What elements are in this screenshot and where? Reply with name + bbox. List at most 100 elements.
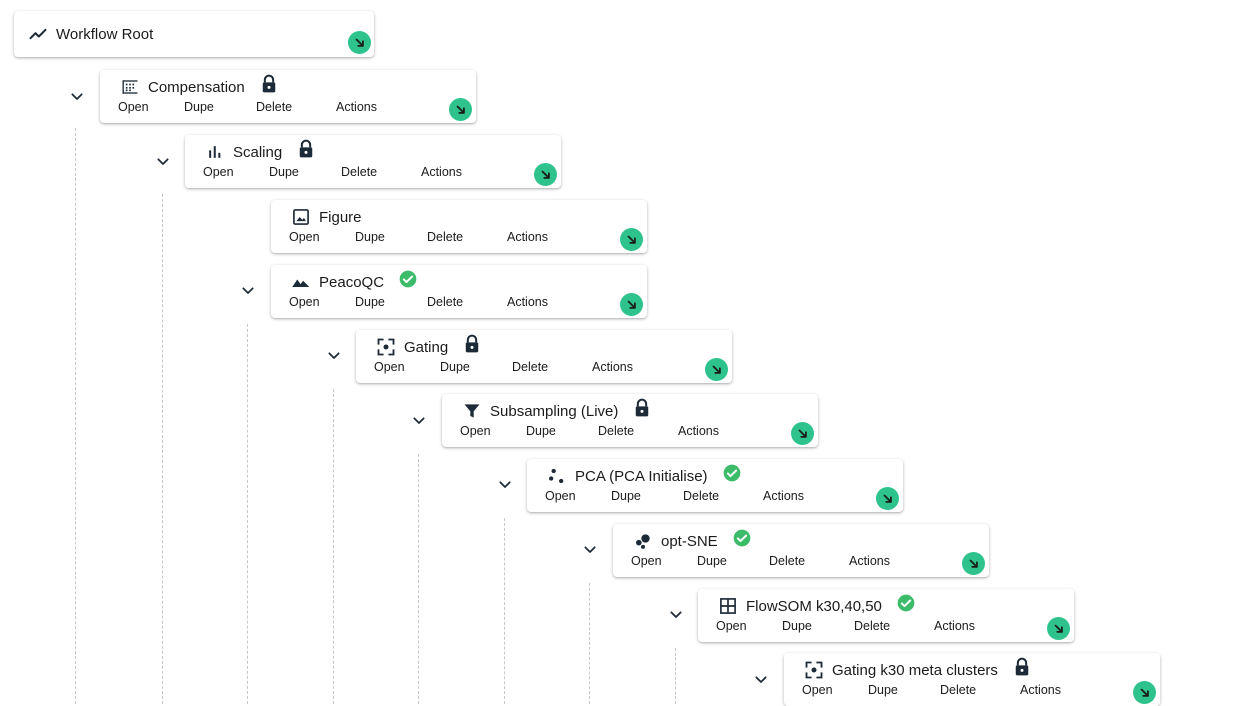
collapse-chevron-icon[interactable] bbox=[155, 154, 171, 170]
open-button[interactable]: Open bbox=[289, 230, 320, 244]
dupe-button[interactable]: Dupe bbox=[355, 295, 385, 309]
node-card-gating-k30[interactable]: Gating k30 meta clusters Open Dupe Delet… bbox=[784, 653, 1160, 706]
open-button[interactable]: Open bbox=[374, 360, 405, 374]
actions-button[interactable]: Actions bbox=[934, 619, 975, 633]
lock-icon bbox=[632, 398, 652, 418]
actions-button[interactable]: Actions bbox=[678, 424, 719, 438]
dupe-button[interactable]: Dupe bbox=[782, 619, 812, 633]
node-card-flowsom[interactable]: FlowSOM k30,40,50 Open Dupe Delete Actio… bbox=[698, 589, 1074, 642]
delete-button[interactable]: Delete bbox=[341, 165, 378, 179]
trending-line-icon bbox=[28, 24, 48, 44]
navigate-arrow-button[interactable] bbox=[791, 422, 814, 445]
delete-button[interactable]: Delete bbox=[427, 230, 464, 244]
dupe-button[interactable]: Dupe bbox=[184, 100, 214, 114]
node-title: Gating bbox=[404, 338, 449, 356]
arrow-down-right-icon bbox=[1140, 688, 1149, 697]
delete-button[interactable]: Delete bbox=[427, 295, 464, 309]
arrow-down-right-icon bbox=[798, 429, 807, 438]
dupe-button[interactable]: Dupe bbox=[697, 554, 727, 568]
node-title: Gating k30 meta clusters bbox=[832, 661, 998, 679]
check-circle-icon bbox=[896, 593, 916, 613]
node-title: Workflow Root bbox=[56, 25, 154, 43]
delete-button[interactable]: Delete bbox=[769, 554, 806, 568]
delete-button[interactable]: Delete bbox=[512, 360, 549, 374]
open-button[interactable]: Open bbox=[460, 424, 491, 438]
actions-button[interactable]: Actions bbox=[507, 230, 548, 244]
actions-button[interactable]: Actions bbox=[507, 295, 548, 309]
arrow-down-right-icon bbox=[627, 235, 636, 244]
open-button[interactable]: Open bbox=[802, 683, 833, 697]
node-title: Figure bbox=[319, 208, 362, 226]
collapse-chevron-icon[interactable] bbox=[582, 542, 598, 558]
node-title: PeacoQC bbox=[319, 273, 385, 291]
open-button[interactable]: Open bbox=[289, 295, 320, 309]
arrow-down-right-icon bbox=[969, 559, 978, 568]
collapse-chevron-icon[interactable] bbox=[497, 477, 513, 493]
open-button[interactable]: Open bbox=[716, 619, 747, 633]
workflow-root-card[interactable]: Workflow Root bbox=[14, 11, 374, 57]
navigate-arrow-button[interactable] bbox=[449, 98, 472, 121]
node-card-opt-sne[interactable]: opt-SNE Open Dupe Delete Actions bbox=[613, 524, 989, 577]
actions-button[interactable]: Actions bbox=[763, 489, 804, 503]
delete-button[interactable]: Delete bbox=[683, 489, 720, 503]
actions-button[interactable]: Actions bbox=[1020, 683, 1061, 697]
actions-button[interactable]: Actions bbox=[421, 165, 462, 179]
navigate-arrow-button[interactable] bbox=[620, 228, 643, 251]
actions-button[interactable]: Actions bbox=[336, 100, 377, 114]
navigate-arrow-button[interactable] bbox=[620, 293, 643, 316]
delete-button[interactable]: Delete bbox=[854, 619, 891, 633]
node-card-gating[interactable]: Gating Open Dupe Delete Actions bbox=[356, 330, 732, 383]
node-card-pca[interactable]: PCA (PCA Initialise) Open Dupe Delete Ac… bbox=[527, 459, 903, 512]
dupe-button[interactable]: Dupe bbox=[440, 360, 470, 374]
grid-dots-icon bbox=[120, 77, 140, 97]
node-card-compensation[interactable]: Compensation Open Dupe Delete Actions bbox=[100, 70, 476, 123]
tree-guide-line bbox=[589, 583, 590, 704]
tree-guide-line bbox=[162, 194, 163, 704]
open-button[interactable]: Open bbox=[118, 100, 149, 114]
navigate-arrow-button[interactable] bbox=[534, 163, 557, 186]
node-title: FlowSOM k30,40,50 bbox=[746, 597, 882, 615]
navigate-arrow-button[interactable] bbox=[876, 487, 899, 510]
collapse-chevron-icon[interactable] bbox=[668, 607, 684, 623]
dupe-button[interactable]: Dupe bbox=[269, 165, 299, 179]
navigate-arrow-button[interactable] bbox=[705, 358, 728, 381]
lock-icon bbox=[259, 74, 279, 94]
arrow-down-right-icon bbox=[541, 170, 550, 179]
dupe-button[interactable]: Dupe bbox=[526, 424, 556, 438]
image-icon bbox=[291, 207, 311, 227]
collapse-chevron-icon[interactable] bbox=[753, 672, 769, 688]
tree-guide-line bbox=[333, 389, 334, 704]
open-button[interactable]: Open bbox=[545, 489, 576, 503]
open-button[interactable]: Open bbox=[203, 165, 234, 179]
collapse-chevron-icon[interactable] bbox=[411, 413, 427, 429]
collapse-chevron-icon[interactable] bbox=[69, 89, 85, 105]
actions-button[interactable]: Actions bbox=[849, 554, 890, 568]
collapse-chevron-icon[interactable] bbox=[326, 348, 342, 364]
collapse-chevron-icon[interactable] bbox=[240, 283, 256, 299]
delete-button[interactable]: Delete bbox=[940, 683, 977, 697]
tree-guide-line bbox=[75, 128, 76, 704]
arrow-down-right-icon bbox=[1054, 624, 1063, 633]
arrow-down-right-icon bbox=[627, 300, 636, 309]
navigate-arrow-button[interactable] bbox=[1047, 617, 1070, 640]
dupe-button[interactable]: Dupe bbox=[868, 683, 898, 697]
tree-guide-line bbox=[504, 518, 505, 704]
dupe-button[interactable]: Dupe bbox=[355, 230, 385, 244]
node-title: opt-SNE bbox=[661, 532, 718, 550]
navigate-arrow-button[interactable] bbox=[1133, 681, 1156, 704]
node-title: Compensation bbox=[148, 78, 245, 96]
node-card-figure[interactable]: Figure Open Dupe Delete Actions bbox=[271, 200, 647, 253]
actions-button[interactable]: Actions bbox=[592, 360, 633, 374]
node-card-scaling[interactable]: Scaling Open Dupe Delete Actions bbox=[185, 135, 561, 188]
node-card-subsampling[interactable]: Subsampling (Live) Open Dupe Delete Acti… bbox=[442, 394, 818, 447]
bubble-cluster-icon bbox=[633, 531, 653, 551]
delete-button[interactable]: Delete bbox=[256, 100, 293, 114]
navigate-arrow-button[interactable] bbox=[348, 31, 371, 54]
open-button[interactable]: Open bbox=[631, 554, 662, 568]
dupe-button[interactable]: Dupe bbox=[611, 489, 641, 503]
scatter-dots-icon bbox=[547, 466, 567, 486]
navigate-arrow-button[interactable] bbox=[962, 552, 985, 575]
tree-guide-line bbox=[418, 454, 419, 704]
node-card-peacoqc[interactable]: PeacoQC Open Dupe Delete Actions bbox=[271, 265, 647, 318]
delete-button[interactable]: Delete bbox=[598, 424, 635, 438]
